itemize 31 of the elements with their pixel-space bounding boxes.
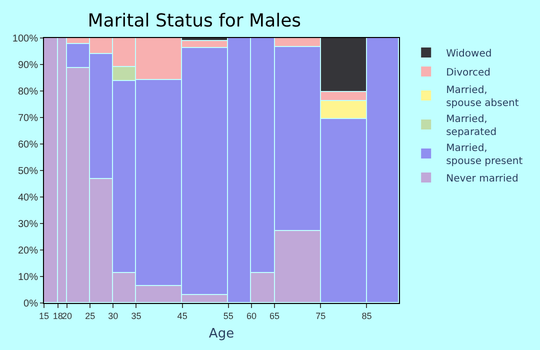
x-axis-title: Age [208,326,234,342]
y-tick-label: 0% [24,298,38,310]
x-tick-label: 35 [131,310,142,321]
legend-label: Married, spouse present [446,142,523,167]
x-tick-label: 25 [85,310,96,321]
y-tick-label: 50% [18,166,38,177]
y-tick-label: 40% [18,192,38,204]
x-tick-label: 75 [316,310,326,321]
y-tick-label: 60% [18,140,38,150]
y-tick-label: 20% [18,246,38,256]
chart-title: Marital Status for Males [88,10,302,32]
y-tick-label: 70% [18,113,38,124]
y-tick-label: 10% [18,272,38,283]
x-tick-label: 30 [108,310,118,321]
x-tick-label: 18 [52,310,63,321]
x-tick-label: 65 [270,310,280,321]
y-tick-label: 80% [18,86,38,98]
x-tick-label: 15 [38,310,50,321]
legend-label: Never married [446,173,518,184]
x-tick-label: 45 [177,310,188,321]
x-tick-label: 55 [223,310,234,321]
x-tick-label: 85 [362,310,372,321]
legend-label: Married, separated [446,114,497,138]
legend-label: Divorced [446,67,491,78]
x-tick-label: 60 [246,310,256,321]
legend-label: Married, spouse absent [446,84,519,109]
y-tick-label: 90% [18,60,38,71]
y-tick-label: 30% [18,219,38,230]
x-tick-label: 20 [62,310,72,321]
y-tick-label: 100% [12,34,38,44]
legend-label: Widowed [446,48,492,60]
